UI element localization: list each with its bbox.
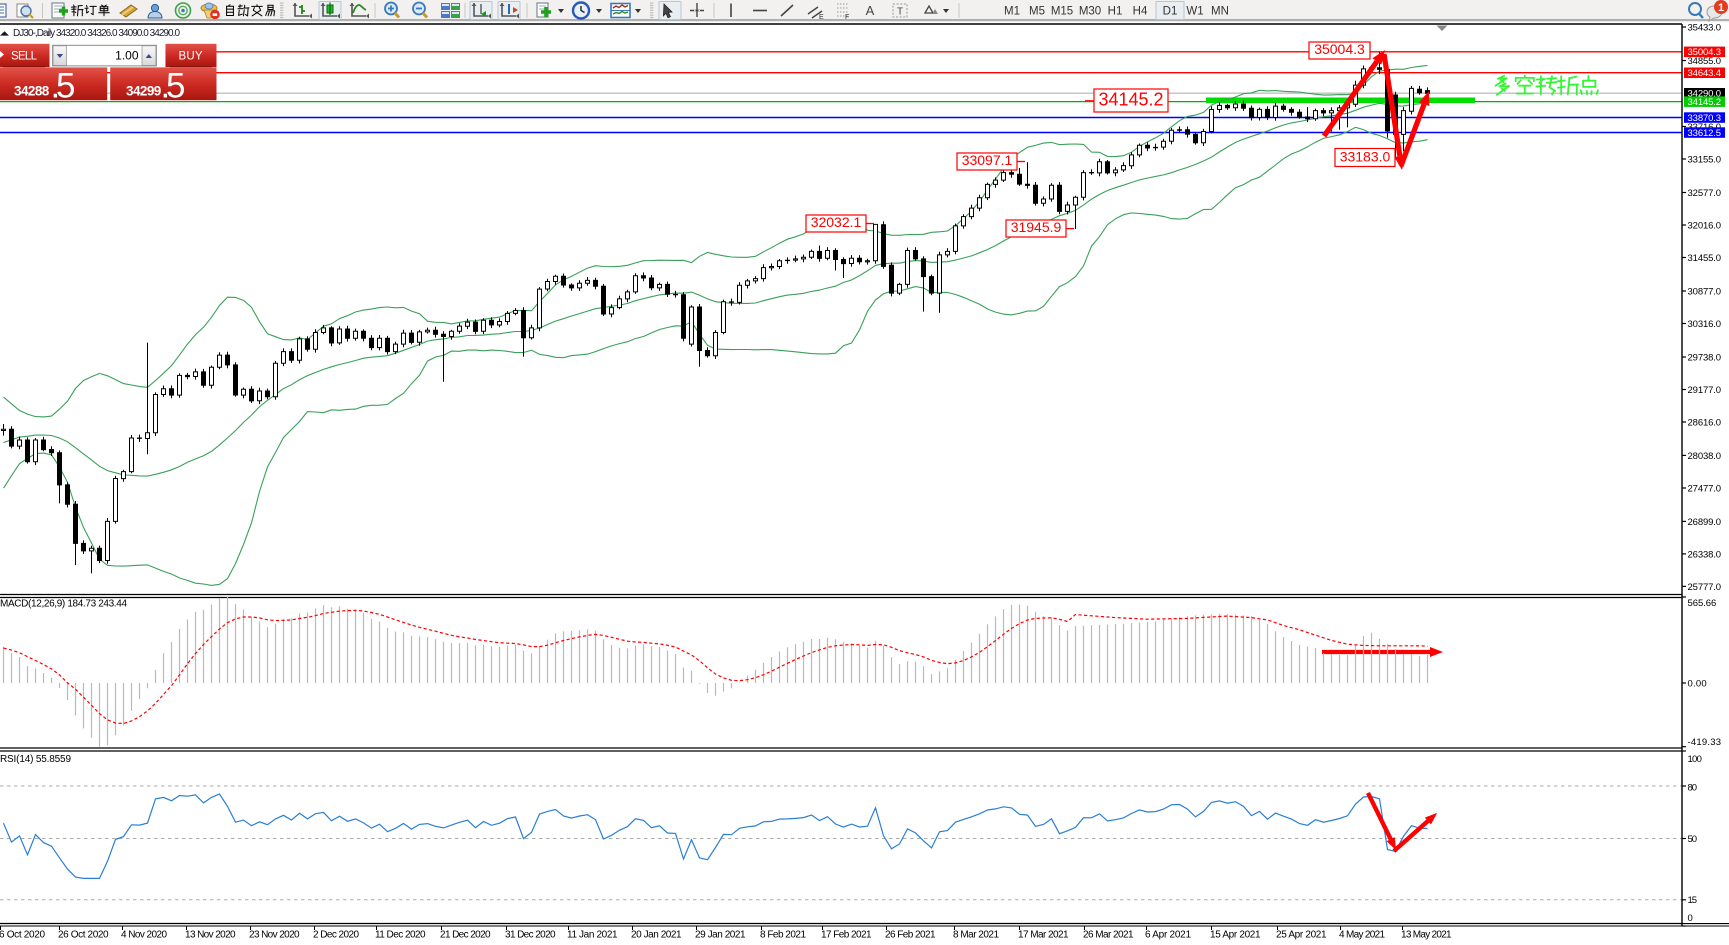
svg-text:29 Jan 2021: 29 Jan 2021 bbox=[695, 930, 746, 941]
svg-text:80: 80 bbox=[1688, 782, 1698, 793]
svg-text:34145.2: 34145.2 bbox=[1098, 90, 1163, 110]
svg-text:31945.9: 31945.9 bbox=[1011, 219, 1062, 235]
svg-text:A: A bbox=[866, 3, 875, 18]
svg-text:50: 50 bbox=[1688, 834, 1698, 845]
svg-text:25777.0: 25777.0 bbox=[1688, 582, 1722, 593]
svg-text:26 Feb 2021: 26 Feb 2021 bbox=[885, 930, 936, 941]
svg-text:E: E bbox=[819, 14, 824, 21]
svg-text:34145.2: 34145.2 bbox=[1688, 97, 1722, 108]
svg-text:M5: M5 bbox=[1029, 6, 1045, 18]
svg-text:26 Mar 2021: 26 Mar 2021 bbox=[1083, 930, 1134, 941]
svg-text:29738.0: 29738.0 bbox=[1688, 352, 1722, 363]
svg-text:4 May 2021: 4 May 2021 bbox=[1339, 930, 1385, 941]
svg-text:13 Nov 2020: 13 Nov 2020 bbox=[185, 930, 236, 941]
svg-text:23 Nov 2020: 23 Nov 2020 bbox=[249, 930, 300, 941]
svg-text:35004.3: 35004.3 bbox=[1314, 41, 1365, 57]
svg-text:RSI(14) 55.8559: RSI(14) 55.8559 bbox=[0, 754, 71, 765]
svg-text:34288: 34288 bbox=[14, 84, 50, 99]
svg-text:6 Oct 2020: 6 Oct 2020 bbox=[0, 930, 45, 941]
svg-text:2 Dec 2020: 2 Dec 2020 bbox=[313, 930, 359, 941]
svg-text:33155.0: 33155.0 bbox=[1688, 154, 1722, 165]
svg-text:15: 15 bbox=[1688, 895, 1698, 906]
svg-text:100: 100 bbox=[1688, 754, 1702, 765]
svg-text:D1: D1 bbox=[1163, 6, 1178, 18]
svg-text:30877.0: 30877.0 bbox=[1688, 286, 1722, 297]
svg-text:MACD(12,26,9) 184.73 243.44: MACD(12,26,9) 184.73 243.44 bbox=[0, 599, 127, 610]
svg-text:0: 0 bbox=[1688, 913, 1693, 924]
svg-text:-419.33: -419.33 bbox=[1688, 737, 1722, 748]
svg-text:33612.5: 33612.5 bbox=[1688, 128, 1722, 139]
svg-text:H4: H4 bbox=[1133, 6, 1148, 18]
svg-text:34855.0: 34855.0 bbox=[1688, 56, 1722, 67]
svg-text:28616.0: 28616.0 bbox=[1688, 417, 1722, 428]
svg-text:17 Feb 2021: 17 Feb 2021 bbox=[821, 930, 872, 941]
svg-text:34299: 34299 bbox=[126, 84, 161, 99]
svg-text:26 Oct 2020: 26 Oct 2020 bbox=[58, 930, 109, 941]
svg-text:.5: .5 bbox=[51, 67, 76, 106]
svg-text:8 Mar 2021: 8 Mar 2021 bbox=[953, 930, 999, 941]
svg-text:H1: H1 bbox=[1108, 6, 1123, 18]
svg-text:6 Apr 2021: 6 Apr 2021 bbox=[1145, 930, 1191, 941]
svg-text:W1: W1 bbox=[1186, 6, 1203, 18]
svg-text:27477.0: 27477.0 bbox=[1688, 483, 1722, 494]
svg-text:26899.0: 26899.0 bbox=[1688, 517, 1722, 528]
svg-text:26338.0: 26338.0 bbox=[1688, 549, 1722, 560]
svg-text:13 May 2021: 13 May 2021 bbox=[1401, 930, 1452, 941]
svg-text:34290.0: 34290.0 bbox=[1688, 89, 1722, 100]
svg-text:25 Apr 2021: 25 Apr 2021 bbox=[1276, 930, 1327, 941]
svg-text:20 Jan 2021: 20 Jan 2021 bbox=[631, 930, 682, 941]
svg-text:M30: M30 bbox=[1079, 6, 1101, 18]
svg-text:.5: .5 bbox=[161, 67, 186, 106]
svg-text:M15: M15 bbox=[1051, 6, 1073, 18]
svg-text:MN: MN bbox=[1211, 6, 1229, 18]
svg-text:15 Apr 2021: 15 Apr 2021 bbox=[1210, 930, 1261, 941]
svg-text:28038.0: 28038.0 bbox=[1688, 451, 1722, 462]
svg-text:M1: M1 bbox=[1004, 6, 1020, 18]
svg-text:30316.0: 30316.0 bbox=[1688, 319, 1722, 330]
svg-text:29177.0: 29177.0 bbox=[1688, 385, 1722, 396]
svg-text:34643.4: 34643.4 bbox=[1688, 68, 1722, 79]
svg-text:F: F bbox=[845, 14, 849, 21]
svg-text:8 Feb 2021: 8 Feb 2021 bbox=[760, 930, 806, 941]
svg-text:33183.0: 33183.0 bbox=[1340, 148, 1391, 164]
svg-text:565.66: 565.66 bbox=[1688, 598, 1717, 609]
svg-text:11 Jan 2021: 11 Jan 2021 bbox=[567, 930, 618, 941]
svg-text:1.00: 1.00 bbox=[115, 49, 139, 63]
svg-text:SELL: SELL bbox=[11, 51, 38, 63]
svg-text:32032.1: 32032.1 bbox=[811, 214, 862, 230]
svg-text:BUY: BUY bbox=[179, 51, 203, 63]
svg-text:T: T bbox=[897, 7, 903, 18]
svg-text:32016.0: 32016.0 bbox=[1688, 220, 1722, 231]
svg-text:4 Nov 2020: 4 Nov 2020 bbox=[121, 930, 167, 941]
svg-text:31455.0: 31455.0 bbox=[1688, 253, 1722, 264]
svg-text:DJ30-,Daily 34320.0 34326.0 3: DJ30-,Daily 34320.0 34326.0 34090.0 3429… bbox=[13, 28, 180, 39]
svg-text:1: 1 bbox=[1718, 2, 1724, 14]
svg-text:32577.0: 32577.0 bbox=[1688, 188, 1722, 199]
svg-text:0.00: 0.00 bbox=[1688, 678, 1707, 689]
svg-text:35004.3: 35004.3 bbox=[1688, 47, 1722, 58]
svg-text:17 Mar 2021: 17 Mar 2021 bbox=[1018, 930, 1069, 941]
svg-text:21 Dec 2020: 21 Dec 2020 bbox=[440, 930, 491, 941]
svg-text:35433.0: 35433.0 bbox=[1688, 22, 1722, 33]
svg-text:31 Dec 2020: 31 Dec 2020 bbox=[505, 930, 556, 941]
svg-text:33097.1: 33097.1 bbox=[962, 152, 1013, 168]
svg-text:11 Dec 2020: 11 Dec 2020 bbox=[375, 930, 426, 941]
svg-text:33870.3: 33870.3 bbox=[1688, 113, 1722, 124]
